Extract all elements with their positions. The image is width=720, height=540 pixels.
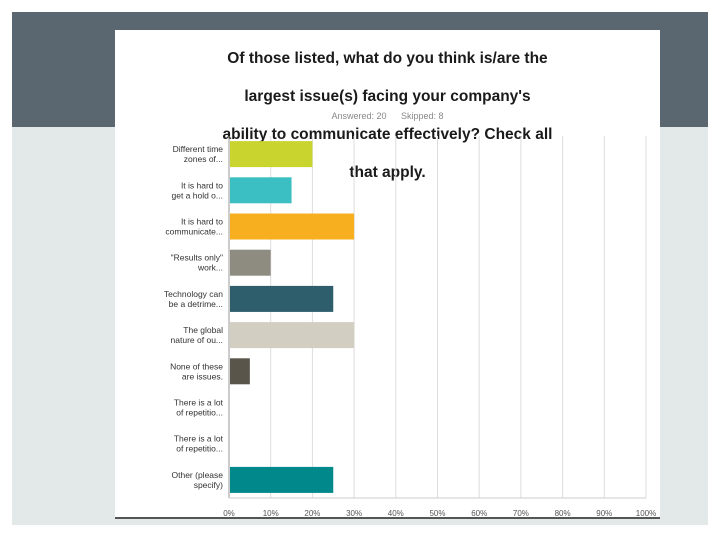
bar — [230, 141, 313, 168]
x-tick-label: 50% — [429, 509, 445, 518]
skipped-count: Skipped: 8 — [401, 111, 444, 121]
bar — [230, 249, 271, 276]
category-label: There is a lot of repetitio... — [174, 398, 224, 418]
title-line: largest issue(s) facing your company's — [244, 88, 531, 105]
x-tick-label: 100% — [636, 509, 656, 518]
bar — [230, 358, 250, 385]
x-tick-label: 0% — [223, 509, 235, 518]
category-label: Technology can be a detrime... — [164, 289, 223, 309]
title-line: Of those listed, what do you think is/ar… — [227, 50, 548, 67]
bar — [230, 285, 334, 312]
x-tick-label: 20% — [304, 509, 320, 518]
x-tick-label: 90% — [596, 509, 612, 518]
category-label: Other (please specify) — [172, 470, 224, 490]
x-tick-label: 10% — [263, 509, 279, 518]
x-tick-label: 70% — [513, 509, 529, 518]
x-tick-label: 30% — [346, 509, 362, 518]
title-line: ability to communicate effectively? Chec… — [222, 126, 553, 143]
x-tick-label: 40% — [388, 509, 404, 518]
panel-bottom-border — [115, 517, 660, 519]
category-label: It is hard to communicate... — [165, 217, 223, 237]
bar — [230, 466, 334, 493]
answered-count: Answered: 20 — [331, 111, 387, 121]
bar — [230, 322, 355, 349]
category-label: Different time zones of... — [173, 144, 224, 164]
bar — [230, 177, 292, 204]
category-label: "Results only" work... — [171, 253, 223, 273]
category-label: The global nature of ou... — [171, 325, 224, 345]
chart-panel — [115, 30, 660, 518]
category-label: There is a lot of repetitio... — [174, 434, 224, 454]
x-tick-label: 80% — [555, 509, 571, 518]
bar — [230, 213, 355, 240]
response-summary: Answered: 20 Skipped: 8 — [115, 111, 660, 121]
title-line: that apply. — [349, 164, 426, 181]
chart-title: Of those listed, what do you think is/ar… — [115, 30, 660, 201]
category-label: None of these are issues. — [170, 361, 223, 381]
category-label: It is hard to get a hold o... — [171, 180, 223, 200]
x-tick-label: 60% — [471, 509, 487, 518]
